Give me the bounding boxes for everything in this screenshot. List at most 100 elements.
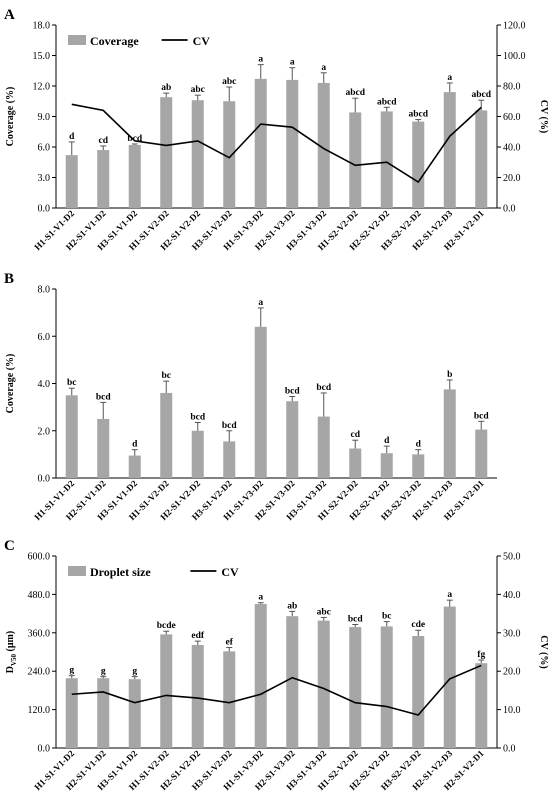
significance-label: d xyxy=(416,440,422,450)
y2-tick-label: 40.0 xyxy=(503,590,521,601)
bar xyxy=(443,389,456,478)
legend-label-bar: Coverage xyxy=(90,34,139,48)
significance-label: a xyxy=(258,298,263,308)
panel-letter: C xyxy=(4,538,15,554)
y-tick-label: 6.0 xyxy=(38,143,51,154)
bar xyxy=(160,634,173,748)
significance-label: abc xyxy=(317,607,331,617)
bar xyxy=(223,101,236,208)
significance-label: a xyxy=(290,58,295,68)
bar xyxy=(191,644,204,748)
significance-label: abcd xyxy=(377,97,397,107)
significance-label: edf xyxy=(191,631,205,641)
significance-label: abcd xyxy=(345,88,365,98)
significance-label: bcd xyxy=(96,392,112,402)
bar xyxy=(317,416,330,478)
bar xyxy=(191,100,204,208)
bar xyxy=(97,418,110,478)
bar xyxy=(128,679,141,748)
significance-label: bcd xyxy=(316,383,332,393)
bar xyxy=(286,79,299,209)
y2-tick-label: 10.0 xyxy=(503,705,521,716)
bar xyxy=(475,663,488,748)
significance-label: bc xyxy=(162,371,172,381)
bar xyxy=(160,392,173,478)
y2-tick-label: 0.0 xyxy=(503,744,516,755)
y2-tick-label: 60.0 xyxy=(503,112,521,123)
legend-swatch-bar xyxy=(68,35,86,45)
bar xyxy=(475,429,488,478)
bar xyxy=(349,112,362,208)
bar xyxy=(317,620,330,748)
y-tick-label: 4.0 xyxy=(38,379,51,390)
significance-label: a xyxy=(258,593,263,603)
significance-label: bc xyxy=(382,612,392,622)
bar xyxy=(191,430,204,478)
bar xyxy=(443,92,456,208)
legend-swatch-bar xyxy=(68,566,86,576)
y-tick-label: 9.0 xyxy=(38,112,51,123)
y2-tick-label: 20.0 xyxy=(503,667,521,678)
y-tick-label: 120.0 xyxy=(28,705,51,716)
y-axis-label: Coverage (%) xyxy=(5,87,16,147)
significance-label: b xyxy=(447,370,452,380)
y2-axis-label: CV (%) xyxy=(538,635,549,668)
bar xyxy=(128,455,141,478)
significance-label: cd xyxy=(351,430,361,440)
bar xyxy=(223,441,236,478)
y-tick-label: 0.0 xyxy=(38,474,51,485)
y2-tick-label: 120.0 xyxy=(503,21,526,32)
significance-label: bcd xyxy=(474,411,490,421)
y2-tick-label: 0.0 xyxy=(503,204,516,215)
bar xyxy=(286,401,299,478)
bar xyxy=(160,97,173,208)
y-axis-label: Coverage (%) xyxy=(5,354,16,414)
legend-label-line: CV xyxy=(193,34,211,48)
y-tick-label: 3.0 xyxy=(38,173,51,184)
y-tick-label: 6.0 xyxy=(38,332,51,343)
legend-label-bar: Droplet size xyxy=(90,565,151,579)
bar xyxy=(97,678,110,748)
y2-tick-label: 30.0 xyxy=(503,628,521,639)
cv-line xyxy=(71,103,482,184)
bar xyxy=(475,110,488,208)
y-tick-label: 0.0 xyxy=(38,204,51,215)
significance-label: a xyxy=(258,55,263,65)
y-axis-label: DV50 (μm) xyxy=(5,631,18,673)
bar xyxy=(412,636,425,748)
y-axis-label-unit: (μm) xyxy=(5,631,16,654)
bar xyxy=(223,651,236,748)
y-tick-label: 15.0 xyxy=(33,51,51,62)
y-tick-label: 2.0 xyxy=(38,426,51,437)
significance-label: abcd xyxy=(471,90,491,100)
y2-axis-label: CV (%) xyxy=(538,100,549,133)
bar xyxy=(65,395,78,478)
significance-label: g xyxy=(69,666,74,676)
significance-label: d xyxy=(384,436,390,446)
significance-label: a xyxy=(321,63,326,73)
y-tick-label: 600.0 xyxy=(28,552,51,563)
bar xyxy=(380,453,393,478)
bar xyxy=(254,78,267,208)
bar xyxy=(380,626,393,748)
significance-label: bcd xyxy=(190,412,206,422)
significance-label: ab xyxy=(161,83,171,93)
y-tick-label: 480.0 xyxy=(28,590,51,601)
significance-label: bc xyxy=(67,378,77,388)
significance-label: abc xyxy=(191,85,205,95)
panel-letter: A xyxy=(4,7,15,23)
y-axis-label-main: D xyxy=(5,666,16,673)
significance-label: ab xyxy=(287,601,297,611)
y-tick-label: 8.0 xyxy=(38,285,51,296)
significance-label: g xyxy=(132,667,137,677)
bar xyxy=(97,150,110,208)
y-tick-label: 12.0 xyxy=(33,82,51,93)
y2-tick-label: 50.0 xyxy=(503,552,521,563)
y2-tick-label: 80.0 xyxy=(503,82,521,93)
significance-label: cde xyxy=(411,620,425,630)
y2-tick-label: 100.0 xyxy=(503,51,526,62)
bar xyxy=(349,448,362,478)
significance-label: bcd xyxy=(222,421,238,431)
panel-letter: B xyxy=(4,271,14,287)
y-axis-label-sub: V50 xyxy=(10,653,18,666)
